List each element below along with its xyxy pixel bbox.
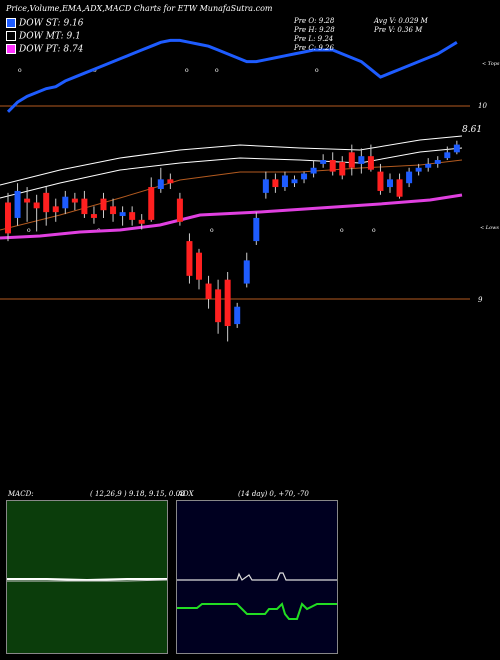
candle-body (167, 179, 174, 184)
adx-di-line (177, 572, 337, 581)
candle-body (310, 167, 317, 174)
legend-dow-pt: DOW PT: 8.74 (6, 44, 83, 55)
ema-band-line (0, 159, 463, 231)
candle-body (52, 206, 59, 213)
candle-body (33, 202, 40, 209)
low-marker: o (27, 227, 31, 234)
top-marker: o (18, 67, 22, 74)
pre-open: Pre O: 9.28 (294, 17, 335, 25)
candle-body (196, 252, 202, 280)
candle-body (215, 289, 222, 323)
candle-body (281, 175, 288, 188)
candle-body (358, 156, 365, 164)
candle-body (425, 163, 432, 168)
candle-body (90, 214, 97, 218)
candle-body (43, 192, 50, 213)
candle-body (234, 306, 241, 325)
ref-10-label: 10 (478, 102, 487, 110)
adx-label: ADX (178, 490, 194, 498)
legend-dow-mt: DOW MT: 9.1 (6, 31, 81, 42)
candle-body (224, 279, 231, 327)
candle-body (81, 198, 88, 215)
top-marker: o (315, 67, 319, 74)
candle-body (100, 198, 107, 211)
candle-body (348, 152, 355, 168)
pre-high: Pre H: 9.28 (294, 26, 335, 34)
macd-line (7, 578, 167, 582)
macd-panel (6, 500, 168, 654)
candle-body (186, 241, 193, 276)
candle-body (148, 187, 155, 220)
candle-body (157, 179, 164, 189)
dow-st-line (6, 38, 458, 113)
pre-close: Pre C: 9.26 (294, 44, 334, 52)
candle-body (387, 179, 393, 188)
candle-body (5, 202, 11, 234)
candle-body (119, 212, 126, 217)
legend-swatch-icon (6, 31, 16, 41)
candle-body (406, 171, 413, 184)
price-chart: o o o o oo o o o o (0, 38, 470, 342)
candle-body (329, 160, 336, 172)
chart-title: Price,Volume,EMA,ADX,MACD Charts for ETW… (6, 4, 273, 13)
adx-params: (14 day) 0, +70, -70 (238, 490, 309, 498)
low-marker: o (210, 227, 214, 234)
top-marker: o (185, 67, 189, 74)
macd-signal (7, 579, 168, 582)
low-marker: o (372, 227, 376, 234)
ema-band-line (0, 147, 463, 199)
top-marker: o (215, 67, 219, 74)
candle-body (396, 179, 403, 197)
pre-low: Pre L: 9.24 (294, 35, 334, 43)
candle-body (243, 260, 250, 284)
candle-body (444, 152, 451, 159)
candle-body (62, 196, 69, 209)
candle-body (71, 198, 78, 203)
adx-green-line (177, 602, 337, 620)
candle-body (262, 179, 269, 193)
legend-swatch-icon (6, 44, 16, 54)
candle-body (176, 198, 183, 222)
low-marker: o (340, 227, 344, 234)
candle-body (253, 217, 260, 242)
candle-body (205, 283, 212, 299)
candle-body (339, 161, 346, 176)
avg-volume: Avg V: 0.029 M (374, 17, 428, 25)
candle-body (129, 212, 136, 220)
macd-plot (7, 578, 168, 582)
adx-plot (177, 572, 337, 620)
candle-body (272, 179, 279, 188)
macd-label: MACD: (8, 490, 34, 498)
legend-dow-st: DOW ST: 9.16 (6, 18, 84, 29)
ref-9-label: 9 (478, 296, 483, 304)
candle-body (291, 179, 298, 184)
candle-body (320, 160, 327, 164)
adx-panel (176, 500, 338, 654)
pre-volume: Pre V: 0.36 M (374, 26, 423, 34)
candle-body (434, 160, 441, 164)
candle-body (14, 190, 21, 218)
candle-body (301, 173, 308, 180)
macd-params: ( 12,26,9 ) 9.18, 9.15, 0.03 (90, 490, 185, 498)
lows-label: < Lows (480, 225, 499, 231)
candle-body (367, 156, 374, 170)
legend-swatch-icon (6, 18, 16, 28)
candle-body (415, 167, 422, 172)
tops-label: < Tops (482, 61, 500, 67)
candle-body (453, 144, 460, 153)
ema-band-line (0, 135, 463, 186)
candle-body (138, 219, 145, 224)
candle-body (110, 206, 117, 215)
candle-body (24, 198, 31, 203)
last-value-label: 8.61 (462, 125, 483, 135)
candle-body (377, 171, 384, 191)
ema-band-line (0, 193, 463, 240)
